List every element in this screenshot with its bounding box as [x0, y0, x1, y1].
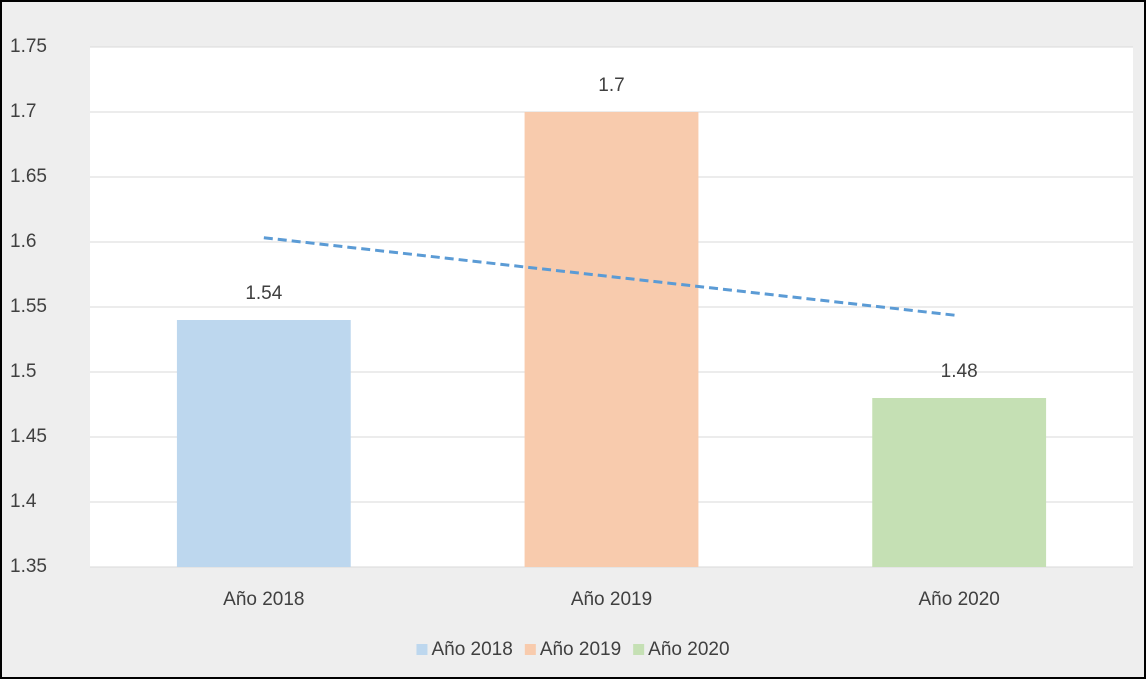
trendline — [263, 236, 960, 318]
legend-label: Año 2018 — [431, 639, 512, 660]
bar — [524, 112, 699, 567]
y-tick-label: 1.4 — [10, 491, 37, 512]
legend-swatch — [633, 644, 645, 655]
y-tick-label: 1.55 — [10, 296, 47, 317]
x-tick-label: Año 2019 — [571, 589, 652, 610]
y-tick-label: 1.6 — [10, 231, 36, 252]
y-tick-label: 1.7 — [10, 101, 36, 122]
legend-label: Año 2020 — [648, 639, 729, 660]
y-tick-label: 1.65 — [10, 166, 47, 187]
y-tick-label: 1.5 — [10, 361, 36, 382]
legend-swatch — [524, 644, 536, 655]
x-tick-label: Año 2020 — [918, 589, 999, 610]
data-label: 1.48 — [941, 361, 978, 382]
legend-swatch — [416, 644, 428, 655]
data-label: 1.7 — [598, 75, 624, 96]
bar — [176, 320, 351, 567]
y-tick-label: 1.45 — [10, 426, 47, 447]
y-tick-label: 1.75 — [10, 36, 47, 57]
bar — [872, 398, 1047, 567]
legend-label: Año 2019 — [540, 639, 621, 660]
x-tick-label: Año 2018 — [223, 589, 304, 610]
y-tick-label: 1.35 — [10, 556, 47, 577]
data-label: 1.54 — [245, 283, 282, 304]
